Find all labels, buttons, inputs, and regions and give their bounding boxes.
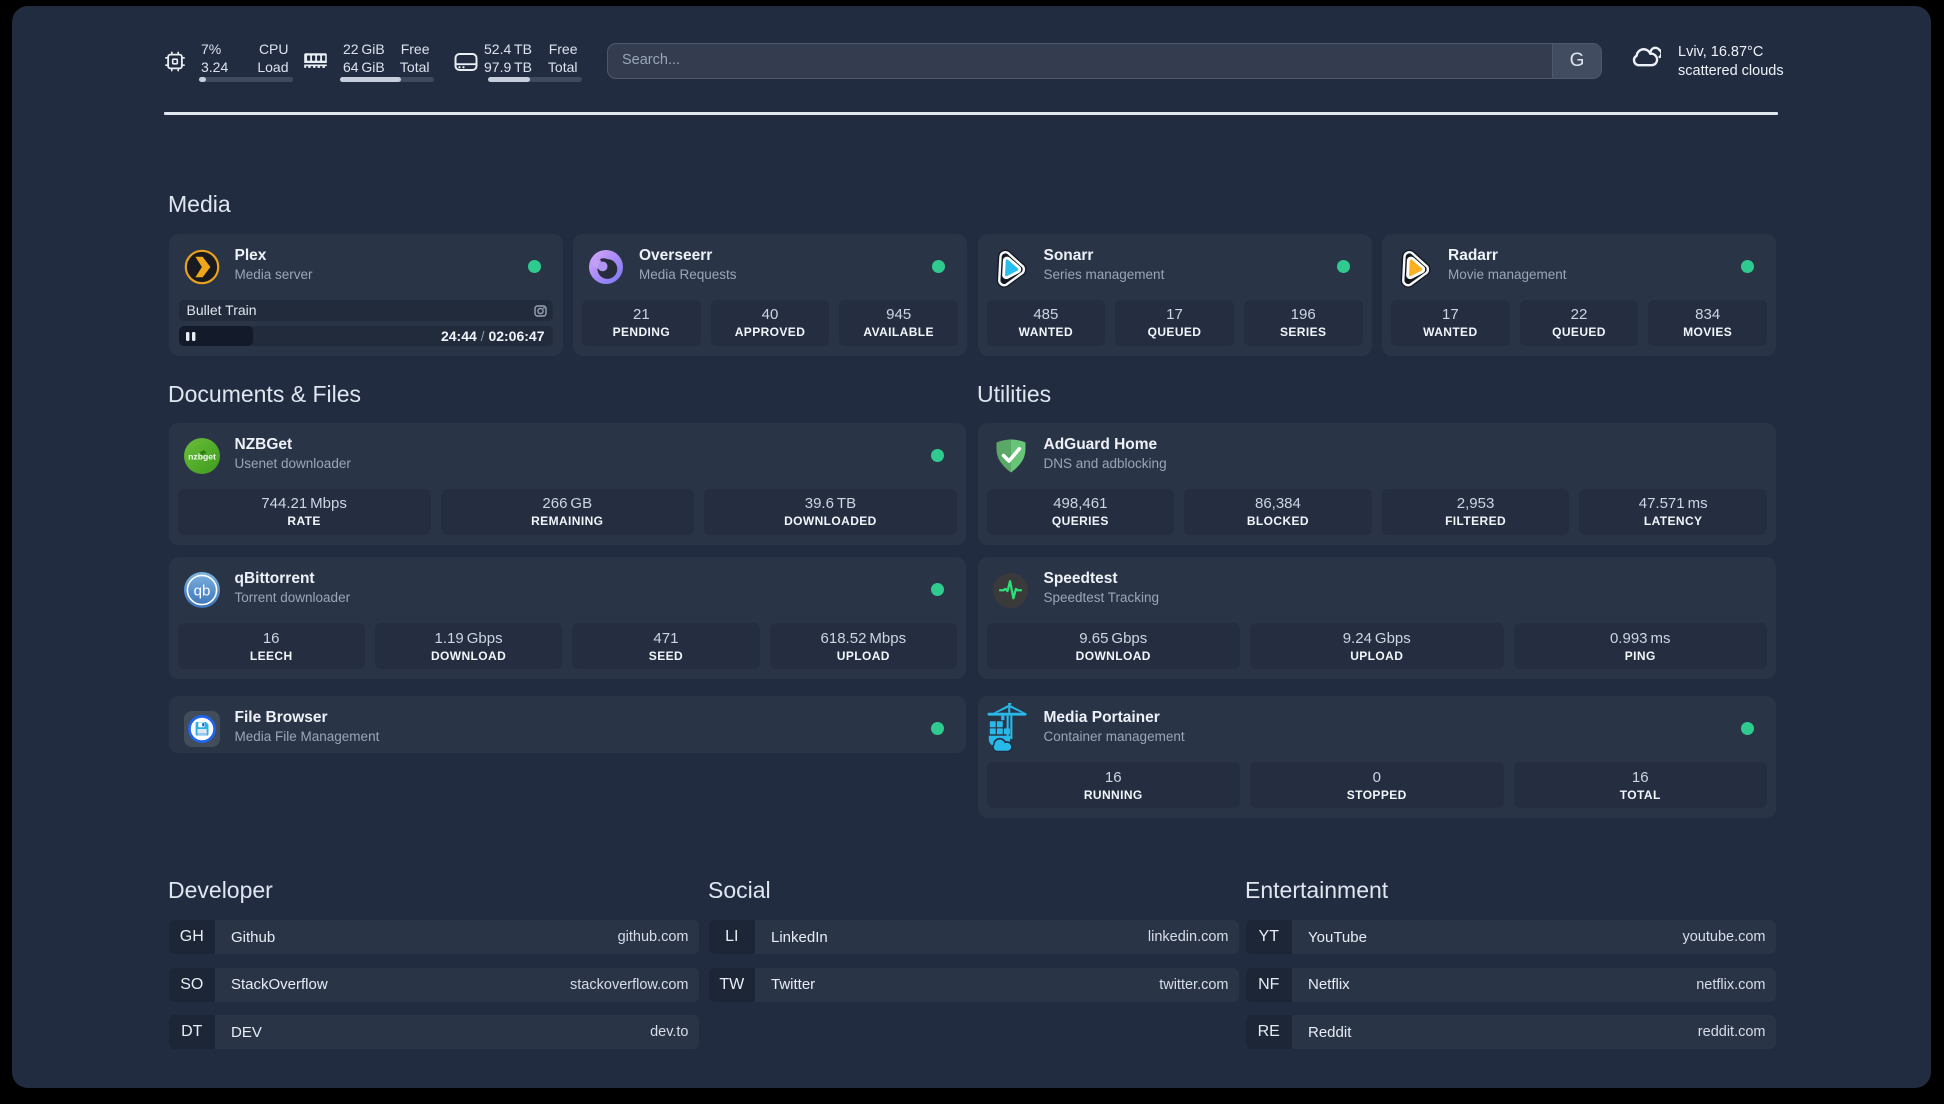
svg-text:nzbget: nzbget [188,451,216,461]
svg-text:qb: qb [193,583,210,600]
